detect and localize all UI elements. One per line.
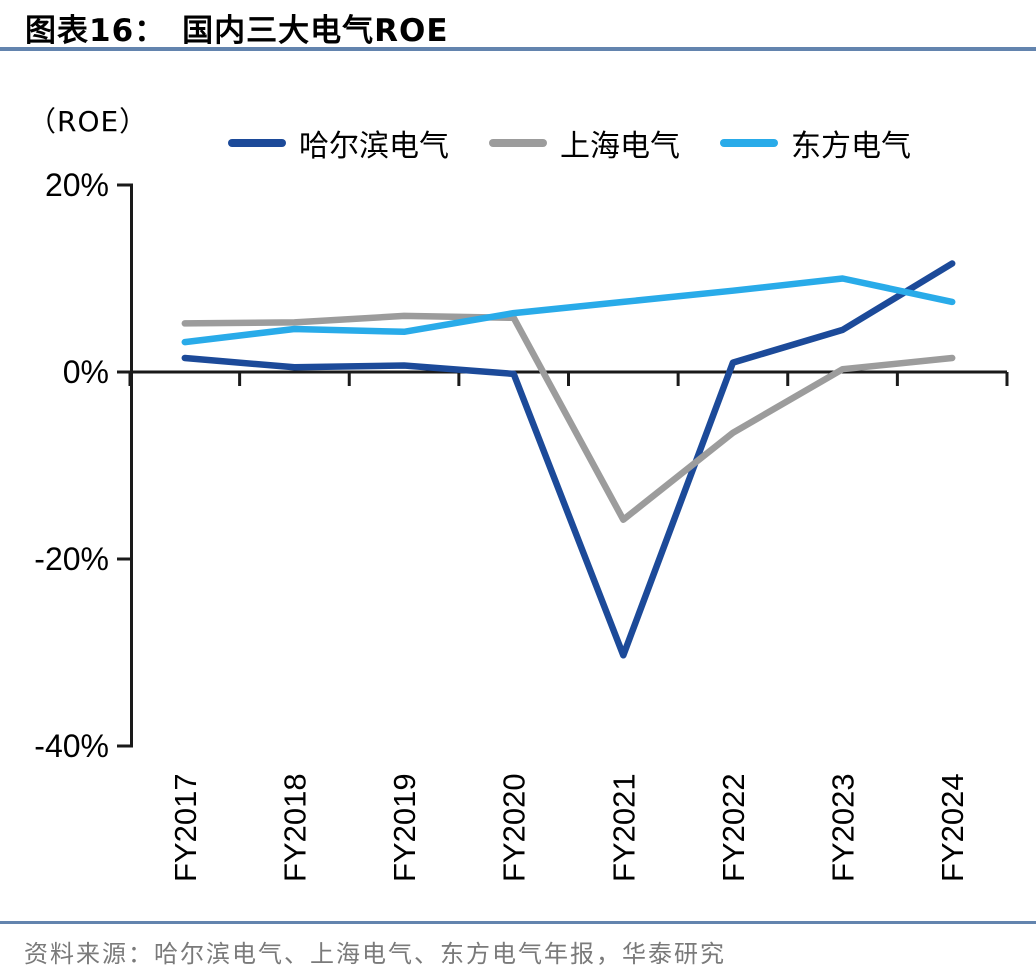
y-tick-label: 20% bbox=[45, 167, 109, 203]
figure-title-row: 图表16： 国内三大电气ROE bbox=[25, 5, 449, 50]
y-tick-label: -20% bbox=[34, 541, 109, 577]
legend-line-swatch-dongfang bbox=[720, 139, 778, 147]
y-tick-label: 0% bbox=[63, 354, 109, 390]
legend-line-swatch-shanghai bbox=[489, 139, 547, 147]
roe-line-chart: 20% 0% -20% -40% FY2017 FY2018 FY2019 FY2020 FY2… bbox=[34, 167, 1009, 882]
legend-item-shanghai-electric: 上海电气 bbox=[489, 121, 680, 165]
legend-label-dongfang: 东方电气 bbox=[791, 129, 911, 164]
series-line-2 bbox=[181, 275, 956, 346]
series-line-1 bbox=[181, 312, 956, 523]
series-line-0 bbox=[181, 260, 956, 659]
x-tick-label: FY2018 bbox=[277, 773, 312, 882]
chart-legend: 哈尔滨电气 上海电气 东方电气 bbox=[228, 121, 911, 165]
x-tick-label: FY2017 bbox=[168, 773, 203, 882]
y-tick-label: -40% bbox=[34, 728, 109, 764]
legend-item-dongfang-electric: 东方电气 bbox=[720, 121, 911, 165]
x-tick-label: FY2023 bbox=[826, 773, 861, 882]
title-underline-rule bbox=[0, 47, 1036, 51]
legend-item-harbin-electric: 哈尔滨电气 bbox=[228, 121, 449, 165]
legend-label-harbin: 哈尔滨电气 bbox=[299, 129, 449, 164]
x-tick-label: FY2020 bbox=[497, 773, 532, 882]
y-axis-unit-label: （ROE） bbox=[28, 105, 149, 138]
source-note: 资料来源：哈尔滨电气、上海电气、东方电气年报，华泰研究 bbox=[24, 942, 726, 968]
figure-number-label: 图表16： bbox=[25, 13, 167, 49]
legend-line-swatch-harbin bbox=[228, 139, 286, 147]
figure-title: 国内三大电气ROE bbox=[182, 13, 449, 49]
x-tick-label: FY2022 bbox=[716, 773, 751, 882]
x-tick-label: FY2024 bbox=[935, 773, 970, 882]
legend-label-shanghai: 上海电气 bbox=[560, 129, 680, 164]
footer-divider-rule bbox=[0, 921, 1036, 924]
x-tick-label: FY2019 bbox=[387, 773, 422, 882]
x-tick-label: FY2021 bbox=[606, 773, 641, 882]
